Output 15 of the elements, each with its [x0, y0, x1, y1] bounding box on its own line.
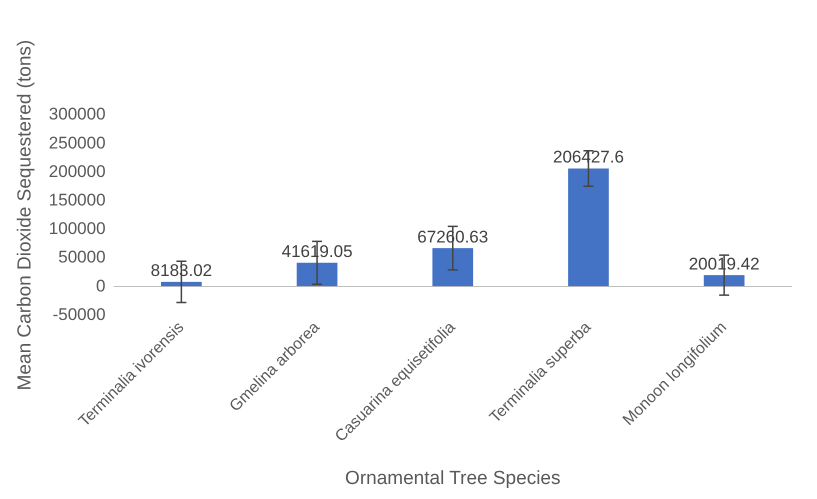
bar — [296, 262, 338, 286]
y-axis-title: Mean Carbon Dioxide Sequestered (tons) — [14, 40, 36, 390]
y-tick-label: 250000 — [48, 133, 106, 152]
bar — [568, 168, 609, 286]
bar — [704, 275, 745, 286]
y-tick-label: 50000 — [58, 248, 106, 267]
bar — [432, 248, 474, 286]
y-tick-label: 200000 — [48, 162, 106, 181]
y-tick-label: 0 — [96, 276, 106, 296]
bar — [161, 282, 202, 286]
y-tick-label: -50000 — [52, 304, 106, 324]
y-tick-label: 100000 — [48, 219, 106, 238]
x-axis-title: Ornamental Tree Species — [345, 468, 560, 489]
y-tick-label: 300000 — [48, 104, 106, 124]
y-tick-label: 150000 — [48, 190, 106, 210]
